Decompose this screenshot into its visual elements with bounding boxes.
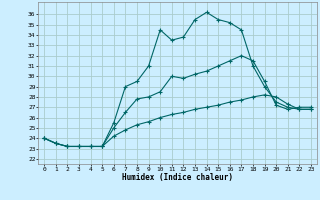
X-axis label: Humidex (Indice chaleur): Humidex (Indice chaleur): [122, 173, 233, 182]
